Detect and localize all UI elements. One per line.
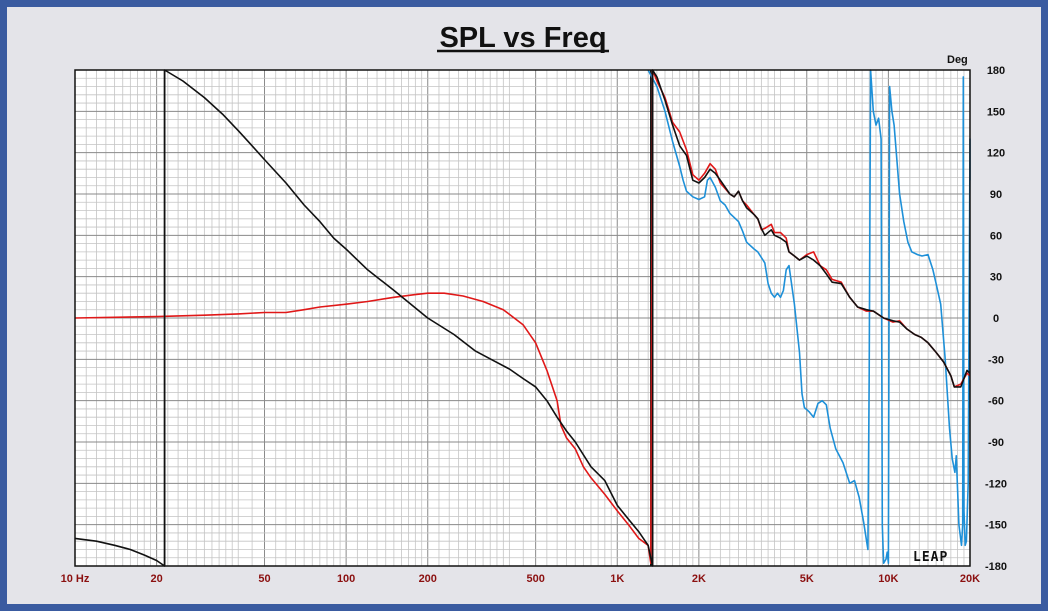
y-tick-label-8: -60 — [988, 396, 1004, 408]
x-tick-label-6: 1K — [610, 573, 624, 585]
x-tick-label-9: 10K — [878, 573, 898, 585]
grid — [75, 70, 970, 566]
x-tick-label-1: 20 — [150, 573, 162, 585]
y-tick-label-11: -150 — [985, 520, 1007, 532]
y-tick-label-3: 90 — [990, 189, 1002, 201]
chart-frame: SPL vs Freq 10 Hz 20 50 100 200 500 1K 2K 5K 10K 2… — [7, 7, 1041, 604]
y-tick-label-0: 180 — [987, 65, 1005, 77]
y-tick-label-2: 120 — [987, 148, 1005, 160]
chart-title: SPL vs Freq — [439, 22, 606, 54]
x-tick-label-3: 100 — [337, 573, 355, 585]
x-tick-label-8: 5K — [800, 573, 814, 585]
x-tick-label-0: 10 Hz — [61, 573, 90, 585]
y-tick-label-9: -90 — [988, 437, 1004, 449]
y-tick-label-7: -30 — [988, 354, 1004, 366]
series-line-2 — [74, 69, 971, 567]
y-tick-label-10: -120 — [985, 478, 1007, 490]
y-tick-label-12: -180 — [985, 561, 1007, 573]
series-line-0 — [647, 69, 971, 564]
x-tick-label-4: 200 — [419, 573, 437, 585]
y-tick-label-6: 0 — [993, 313, 999, 325]
x-tick-label-2: 50 — [258, 573, 270, 585]
y-axis-label: Deg — [947, 54, 968, 66]
phase-chart: SPL vs Freq 10 Hz 20 50 100 200 500 1K 2K 5K 10K 2… — [61, 22, 1007, 585]
plot-border — [74, 69, 971, 567]
y-axis-ticks: 180 150 120 90 60 30 0 -30 -60 -90 -120 -150 -180 — [985, 65, 1007, 573]
series-group — [74, 69, 971, 567]
x-tick-label-10: 20K — [960, 573, 980, 585]
x-tick-label-7: 2K — [692, 573, 706, 585]
x-axis-ticks: 10 Hz 20 50 100 200 500 1K 2K 5K 10K 20K — [61, 573, 981, 585]
x-tick-label-5: 500 — [526, 573, 544, 585]
y-tick-label-4: 60 — [990, 230, 1002, 242]
y-tick-label-1: 150 — [987, 106, 1005, 118]
y-tick-label-5: 30 — [990, 272, 1002, 284]
leap-logo: LEAP — [913, 550, 948, 565]
